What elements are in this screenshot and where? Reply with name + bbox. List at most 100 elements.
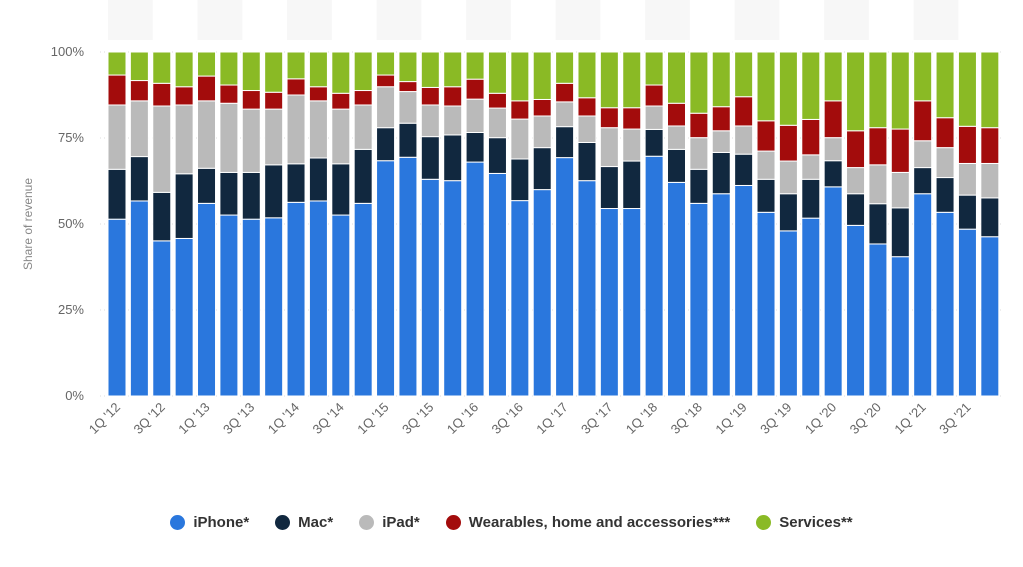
bar-segment[interactable] (353, 90, 373, 106)
bar-segment[interactable] (152, 191, 172, 242)
bar-segment[interactable] (174, 51, 194, 88)
bar-segment[interactable] (913, 100, 933, 142)
bar-segment[interactable] (644, 84, 664, 107)
bar-segment[interactable] (801, 154, 821, 180)
bar-segment[interactable] (644, 105, 664, 130)
bar-segment[interactable] (241, 108, 261, 173)
bar-segment[interactable] (577, 51, 597, 99)
bar-segment[interactable] (846, 130, 866, 169)
bar-segment[interactable] (107, 74, 127, 106)
bar-segment[interactable] (734, 51, 754, 98)
bar-segment[interactable] (823, 51, 843, 102)
bar-segment[interactable] (219, 171, 239, 216)
bar-segment[interactable] (487, 92, 507, 109)
bar-segment[interactable] (868, 127, 888, 166)
bar-segment[interactable] (264, 108, 284, 166)
bar-segment[interactable] (689, 168, 709, 204)
bar-segment[interactable] (644, 155, 664, 397)
bar-segment[interactable] (107, 218, 127, 397)
bar-segment[interactable] (599, 208, 619, 397)
bar-segment[interactable] (957, 162, 977, 196)
bar-segment[interactable] (913, 193, 933, 397)
bar-segment[interactable] (286, 163, 306, 203)
bar-segment[interactable] (689, 202, 709, 397)
bar-segment[interactable] (778, 193, 798, 232)
bar-segment[interactable] (913, 51, 933, 102)
bar-segment[interactable] (890, 207, 910, 258)
bar-segment[interactable] (510, 118, 530, 160)
bar-segment[interactable] (980, 127, 1000, 164)
bar-segment[interactable] (264, 51, 284, 93)
bar-segment[interactable] (980, 51, 1000, 129)
bar-segment[interactable] (510, 100, 530, 120)
bar-segment[interactable] (129, 200, 149, 397)
bar-segment[interactable] (308, 100, 328, 159)
bar-segment[interactable] (756, 150, 776, 180)
bar-segment[interactable] (398, 81, 418, 93)
bar-segment[interactable] (107, 104, 127, 170)
bar-segment[interactable] (756, 51, 776, 122)
bar-segment[interactable] (465, 131, 485, 163)
bar-segment[interactable] (532, 51, 552, 100)
bar-segment[interactable] (801, 178, 821, 219)
bar-segment[interactable] (443, 105, 463, 136)
bar-segment[interactable] (599, 107, 619, 129)
bar-segment[interactable] (465, 78, 485, 100)
bar-segment[interactable] (241, 51, 261, 92)
bar-segment[interactable] (711, 130, 731, 153)
legend-item[interactable]: iPhone* (170, 514, 249, 531)
bar-segment[interactable] (599, 51, 619, 109)
bar-segment[interactable] (152, 82, 172, 107)
bar-segment[interactable] (801, 51, 821, 120)
bar-segment[interactable] (532, 189, 552, 397)
legend-item[interactable]: Services** (756, 514, 853, 531)
bar-segment[interactable] (487, 107, 507, 139)
bar-segment[interactable] (443, 86, 463, 107)
bar-segment[interactable] (823, 137, 843, 162)
bar-segment[interactable] (376, 51, 396, 76)
bar-segment[interactable] (398, 156, 418, 397)
bar-segment[interactable] (711, 106, 731, 132)
bar-segment[interactable] (935, 177, 955, 213)
legend-item[interactable]: Wearables, home and accessories*** (445, 514, 730, 531)
bar-segment[interactable] (286, 78, 306, 96)
bar-segment[interactable] (197, 167, 217, 204)
bar-segment[interactable] (577, 141, 597, 182)
bar-segment[interactable] (219, 214, 239, 397)
bar-segment[interactable] (644, 51, 664, 86)
bar-segment[interactable] (286, 94, 306, 165)
bar-segment[interactable] (398, 122, 418, 158)
bar-segment[interactable] (398, 91, 418, 124)
bar-segment[interactable] (219, 84, 239, 104)
bar-segment[interactable] (241, 218, 261, 397)
bar-segment[interactable] (219, 51, 239, 86)
bar-segment[interactable] (510, 200, 530, 397)
bar-segment[interactable] (801, 217, 821, 397)
bar-segment[interactable] (667, 125, 686, 150)
bar-segment[interactable] (711, 151, 731, 195)
bar-segment[interactable] (599, 166, 619, 210)
bar-segment[interactable] (711, 193, 731, 397)
bar-segment[interactable] (420, 104, 440, 138)
bar-segment[interactable] (823, 186, 843, 397)
bar-segment[interactable] (734, 96, 754, 127)
bar-segment[interactable] (353, 51, 373, 92)
bar-segment[interactable] (667, 102, 686, 127)
bar-segment[interactable] (778, 124, 798, 162)
bar-segment[interactable] (376, 160, 396, 397)
bar-segment[interactable] (487, 172, 507, 397)
bar-segment[interactable] (622, 208, 642, 397)
bar-segment[interactable] (376, 74, 396, 88)
bar-segment[interactable] (980, 162, 1000, 199)
bar-segment[interactable] (420, 51, 440, 88)
bar-segment[interactable] (331, 51, 351, 94)
bar-segment[interactable] (420, 86, 440, 106)
bar-segment[interactable] (980, 236, 1000, 397)
bar-segment[interactable] (174, 173, 194, 239)
bar-segment[interactable] (555, 101, 575, 128)
bar-segment[interactable] (286, 201, 306, 397)
bar-segment[interactable] (420, 178, 440, 397)
bar-segment[interactable] (487, 51, 507, 94)
bar-segment[interactable] (376, 127, 396, 162)
bar-segment[interactable] (689, 112, 709, 139)
